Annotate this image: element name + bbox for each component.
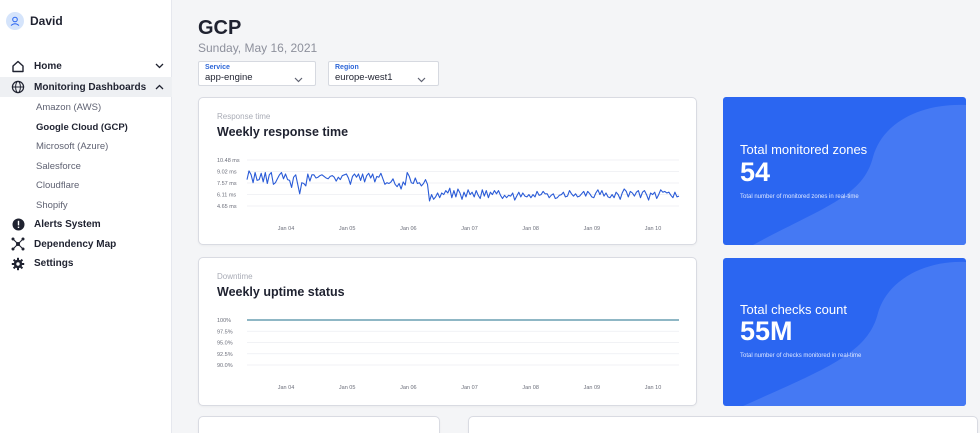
user-profile[interactable]: David: [6, 12, 63, 30]
response-y-tick-label: 9.02 ms: [217, 170, 237, 176]
card-subtitle: Response time: [217, 112, 271, 121]
card-subtitle: Downtime: [217, 272, 253, 281]
sidebar-subitem-azure[interactable]: Microsoft (Azure): [36, 141, 109, 153]
uptime-x-tick-label: Jan 09: [584, 385, 601, 391]
service-select[interactable]: Service app-engine: [198, 61, 316, 86]
region-select-label: Region: [335, 64, 359, 71]
uptime-x-tick-label: Jan 06: [400, 385, 417, 391]
sidebar-nav: Home Monitoring Dashboards Amazon (AWS) …: [0, 56, 172, 274]
chevron-up-icon[interactable]: [154, 84, 164, 90]
uptime-chart: 100% 97.5% 95.0% 92.5% 90.0% Jan 04 Jan 05 Jan …: [217, 318, 679, 391]
home-icon: [10, 58, 26, 74]
uptime-x-tick-label: Jan 05: [339, 385, 356, 391]
sidebar-item-settings[interactable]: Settings: [0, 254, 172, 274]
uptime-y-tick-label: 90.0%: [217, 363, 233, 369]
response-x-tick-label: Jan 08: [522, 226, 539, 232]
alert-icon: [10, 217, 26, 233]
response-x-tick-label: Jan 05: [339, 226, 356, 232]
stat-value: 55M: [740, 316, 793, 346]
chevron-down-icon: [294, 70, 303, 88]
sidebar-item-home[interactable]: Home: [0, 56, 172, 76]
region-select-value: europe-west1: [335, 72, 393, 83]
response-series-line: [246, 170, 680, 202]
sidebar-subitem-aws[interactable]: Amazon (AWS): [36, 102, 102, 114]
response-x-tick-label: Jan 09: [584, 226, 601, 232]
checks-count-card: Total checks count 55M Total number of c…: [723, 258, 966, 406]
uptime-y-tick-label: 95.0%: [217, 341, 233, 347]
uptime-y-tick-label: 92.5%: [217, 352, 233, 358]
sidebar-item-label: Home: [34, 60, 62, 72]
sidebar-item-label: Settings: [34, 258, 74, 270]
network-icon: [10, 236, 26, 252]
page-title: GCP: [198, 17, 242, 39]
bottom-card-right: [468, 416, 978, 433]
sidebar-subitem-salesforce[interactable]: Salesforce: [36, 160, 81, 172]
card-title: Weekly response time: [217, 125, 349, 139]
sidebar-item-label: Alerts System: [34, 219, 101, 231]
user-icon: [6, 12, 24, 30]
sidebar-item-dependency-map[interactable]: Dependency Map: [0, 235, 172, 255]
page-date: Sunday, May 16, 2021: [198, 41, 318, 55]
uptime-y-tick-label: 97.5%: [217, 329, 233, 335]
stat-description: Total number of monitored zones in real-…: [740, 194, 859, 200]
sidebar: David Home Monitoring Dashboards Amazon …: [0, 0, 172, 433]
monitored-zones-card: Total monitored zones 54 Total number of…: [723, 97, 966, 245]
uptime-x-tick-label: Jan 10: [645, 385, 662, 391]
gear-icon: [10, 256, 26, 272]
uptime-card: Downtime Weekly uptime status 100% 97.5% 9…: [198, 257, 697, 406]
sidebar-subitem-cloudflare[interactable]: Cloudflare: [36, 180, 80, 192]
response-y-tick-label: 7.57 ms: [217, 181, 237, 187]
stat-description: Total number of checks monitored in real…: [740, 353, 862, 359]
response-x-tick-label: Jan 10: [645, 226, 662, 232]
bottom-card-left: [198, 416, 440, 433]
stat-value: 54: [740, 157, 771, 187]
response-y-tick-label: 10.48 ms: [217, 158, 240, 164]
chevron-down-icon[interactable]: [154, 63, 164, 69]
response-y-tick-label: 4.65 ms: [217, 204, 237, 210]
uptime-y-tick-label: 100%: [217, 318, 231, 324]
uptime-x-tick-label: Jan 04: [278, 385, 295, 391]
sidebar-subitem-gcp[interactable]: Google Cloud (GCP): [36, 121, 128, 133]
user-name: David: [30, 14, 63, 28]
uptime-x-tick-label: Jan 08: [522, 385, 539, 391]
card-title: Weekly uptime status: [217, 285, 345, 299]
sidebar-item-label: Dependency Map: [34, 238, 117, 250]
response-time-chart: 10.48 ms 9.02 ms 7.57 ms 6.11 ms 4.65 ms Jan …: [217, 158, 680, 232]
main-content: GCP Sunday, May 16, 2021 Service app-eng…: [172, 0, 980, 433]
background-wave: [753, 104, 966, 245]
response-x-tick-label: Jan 07: [461, 226, 478, 232]
stat-title: Total checks count: [740, 302, 847, 317]
chevron-down-icon: [417, 70, 426, 88]
response-time-card: Response time Weekly response time 10.48…: [198, 97, 697, 245]
response-x-tick-label: Jan 06: [400, 226, 417, 232]
stat-title: Total monitored zones: [740, 142, 868, 157]
response-x-tick-label: Jan 04: [278, 226, 295, 232]
sidebar-item-alerts-system[interactable]: Alerts System: [0, 215, 172, 235]
service-select-label: Service: [205, 64, 230, 71]
service-select-value: app-engine: [205, 72, 253, 83]
region-select[interactable]: Region europe-west1: [328, 61, 439, 86]
background-wave: [743, 261, 966, 406]
uptime-x-tick-label: Jan 07: [461, 385, 478, 391]
sidebar-item-monitoring-dashboards[interactable]: Monitoring Dashboards: [0, 77, 172, 97]
globe-icon: [10, 79, 26, 95]
sidebar-subitem-shopify[interactable]: Shopify: [36, 199, 68, 211]
response-y-tick-label: 6.11 ms: [217, 193, 236, 199]
sidebar-item-label: Monitoring Dashboards: [34, 81, 147, 93]
